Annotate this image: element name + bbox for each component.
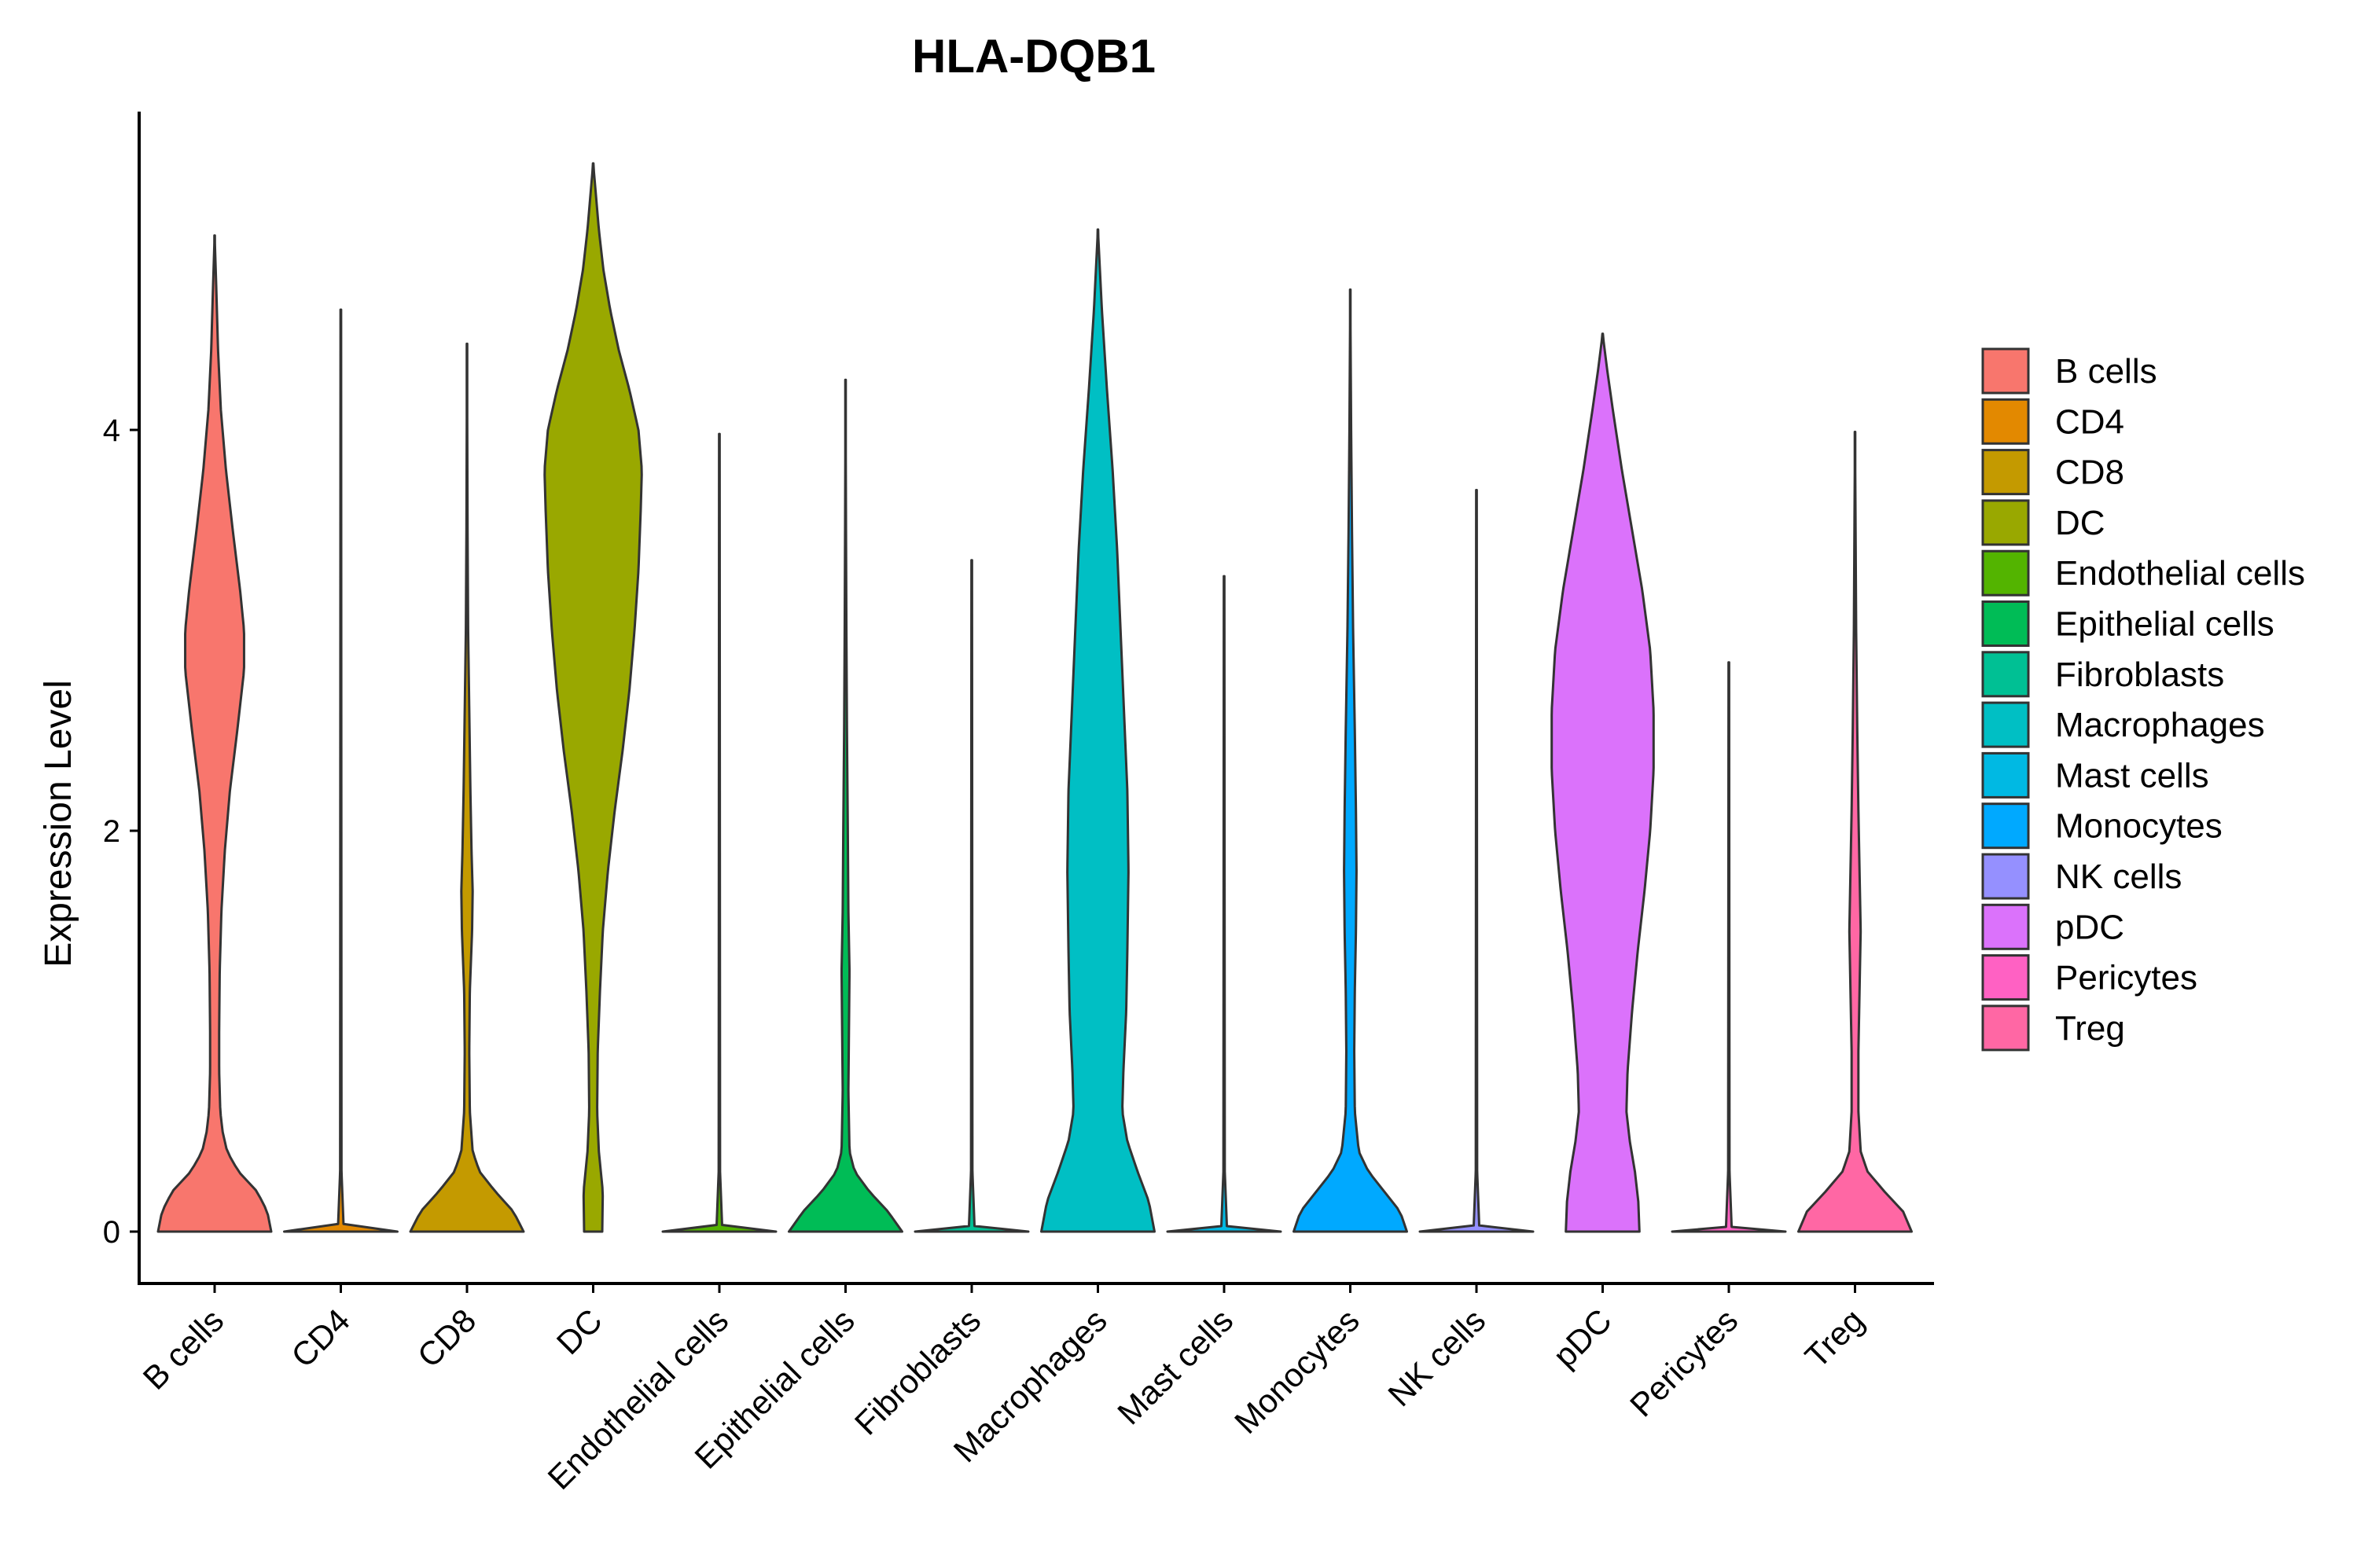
legend-item: pDC xyxy=(1981,903,2124,950)
legend-swatch xyxy=(1981,651,2030,698)
legend-label: Fibroblasts xyxy=(2055,655,2224,694)
legend-swatch xyxy=(1981,853,2030,900)
x-tick-label: B cells xyxy=(136,1302,231,1397)
legend-item: Macrophages xyxy=(1981,701,2265,748)
legend-swatch xyxy=(1981,802,2030,850)
axes xyxy=(138,112,1934,1285)
legend-swatch xyxy=(1981,1004,2030,1052)
legend-item: Monocytes xyxy=(1981,802,2223,850)
legend-item: DC xyxy=(1981,499,2105,546)
legend-label: Pericytes xyxy=(2055,959,2197,997)
violin-dc xyxy=(543,162,643,1233)
legend-item: Mast cells xyxy=(1981,751,2209,799)
violin-fibroblasts xyxy=(914,559,1030,1233)
legend-label: pDC xyxy=(2055,908,2124,946)
legend-swatch xyxy=(1981,549,2030,597)
violin-b-cells xyxy=(156,234,273,1233)
x-tick-label: Pericytes xyxy=(1623,1302,1745,1423)
legend-swatch xyxy=(1981,954,2030,1001)
legend-label: CD8 xyxy=(2055,454,2124,492)
x-tick-label: CD8 xyxy=(410,1302,484,1375)
legend-item: Endothelial cells xyxy=(1981,549,2305,597)
legend-swatch xyxy=(1981,398,2030,445)
legend-label: B cells xyxy=(2055,352,2157,391)
chart-title: HLA-DQB1 xyxy=(912,30,1156,83)
legend-label: Epithelial cells xyxy=(2055,605,2274,644)
x-tick-label: Treg xyxy=(1798,1302,1871,1375)
legend-swatch xyxy=(1981,600,2030,647)
legend-label: Mast cells xyxy=(2055,756,2209,795)
violin-cd8 xyxy=(409,342,525,1233)
legend-swatch xyxy=(1981,449,2030,496)
violin-macrophages xyxy=(1040,228,1156,1233)
x-tick-label: Fibroblasts xyxy=(848,1302,987,1441)
legend-label: Treg xyxy=(2055,1009,2125,1048)
violin-pericytes xyxy=(1671,661,1787,1233)
plot-area xyxy=(156,162,1913,1233)
legend-item: CD4 xyxy=(1981,398,2124,445)
legend-item: Pericytes xyxy=(1981,954,2197,1001)
x-tick-label: NK cells xyxy=(1381,1302,1492,1413)
legend-item: CD8 xyxy=(1981,449,2124,496)
violin-pdc xyxy=(1550,332,1655,1233)
violin-mast-cells xyxy=(1166,575,1282,1233)
legend-item: Epithelial cells xyxy=(1981,600,2274,647)
legend-swatch xyxy=(1981,347,2030,395)
legend-item: B cells xyxy=(1981,347,2157,395)
y-tick-label: 2 xyxy=(103,814,120,849)
legend-label: DC xyxy=(2055,504,2105,542)
x-tick-label: DC xyxy=(550,1302,609,1361)
violin-endothelial-cells xyxy=(661,432,778,1233)
legend-swatch xyxy=(1981,751,2030,799)
legend-item: NK cells xyxy=(1981,853,2182,900)
violin-epithelial-cells xyxy=(788,378,903,1233)
x-tick-label: pDC xyxy=(1546,1302,1619,1375)
legend-label: Macrophages xyxy=(2055,706,2265,744)
legend-label: NK cells xyxy=(2055,857,2182,896)
legend-swatch xyxy=(1981,701,2030,748)
legend-swatch xyxy=(1981,903,2030,950)
legend-item: Fibroblasts xyxy=(1981,651,2224,698)
violin-monocytes xyxy=(1292,288,1408,1233)
legend-label: Endothelial cells xyxy=(2055,554,2305,593)
violin-nk-cells xyxy=(1418,489,1535,1233)
violin-treg xyxy=(1797,431,1913,1233)
x-tick-label: CD4 xyxy=(284,1302,357,1375)
legend-label: CD4 xyxy=(2055,402,2124,441)
y-tick-label: 4 xyxy=(103,413,120,448)
legend-label: Monocytes xyxy=(2055,807,2223,846)
x-tick-label: Mast cells xyxy=(1110,1302,1240,1431)
legend-item: Treg xyxy=(1981,1004,2125,1052)
x-tick-label: Monocytes xyxy=(1227,1302,1366,1441)
y-axis-label: Expression Level xyxy=(38,680,79,968)
legend-swatch xyxy=(1981,499,2030,546)
y-tick-label: 0 xyxy=(103,1215,120,1250)
legend: B cells CD4 CD8 DC Endothelial cells Epitheli… xyxy=(1981,347,2305,1052)
violin-cd4 xyxy=(283,308,399,1233)
